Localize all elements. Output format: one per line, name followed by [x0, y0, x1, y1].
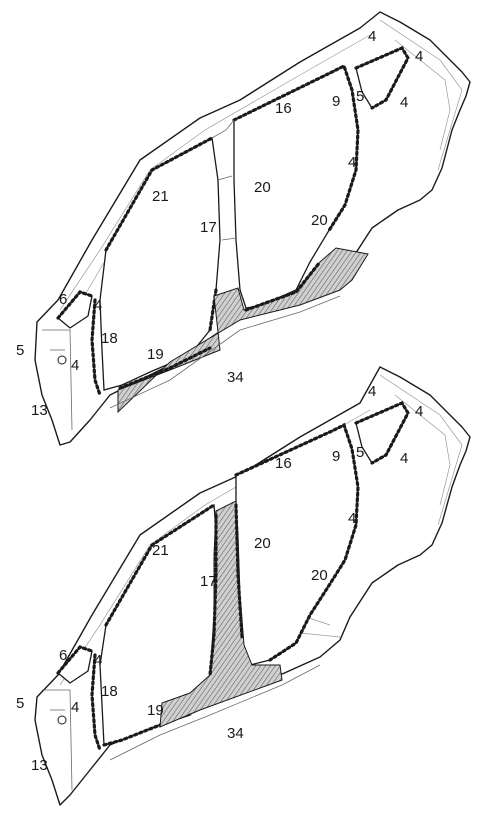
label-roof-rail: 16 [275, 100, 292, 117]
label-quarter-window-right: 5 [356, 88, 364, 105]
label-rocker: 34 [227, 369, 244, 386]
label-hinge-pillar: 18 [101, 330, 118, 347]
front-door-opening [99, 136, 221, 391]
label-c-pillar: 9 [332, 93, 340, 110]
label-front-door-top: 21 [152, 542, 169, 559]
label-b-pillar-rear: 20 [254, 535, 271, 552]
shaded-rocker-section [117, 247, 369, 414]
label-a-pillar-upper: 6 [59, 291, 67, 308]
label-roof-rear-a: 4 [368, 28, 376, 45]
label-c-pillar: 9 [332, 448, 340, 465]
label-a-pillar-mid: 4 [94, 297, 102, 314]
label-roof-rear-a: 4 [368, 383, 376, 400]
label-front-lower: 13 [31, 757, 48, 774]
label-rear-wheel-arch: 4 [348, 510, 356, 527]
label-rear-door-lower: 20 [311, 567, 328, 584]
label-roof-rail: 16 [275, 455, 292, 472]
label-roof-rear-b: 4 [415, 48, 423, 65]
label-front-rocker: 19 [147, 702, 164, 719]
label-front-lower: 13 [31, 402, 48, 419]
label-front-rocker: 19 [147, 346, 164, 363]
label-front-edge: 5 [16, 342, 24, 359]
label-quarter-window-top: 4 [400, 450, 408, 467]
label-front-door-top: 21 [152, 188, 169, 205]
label-b-pillar-front: 17 [200, 573, 217, 590]
label-a-pillar-mid: 4 [94, 652, 102, 669]
label-rear-wheel-arch: 4 [348, 154, 356, 171]
label-hinge-pillar: 18 [101, 683, 118, 700]
label-a-pillar-upper: 6 [59, 647, 67, 664]
label-b-pillar-front: 17 [200, 219, 217, 236]
label-hinge-pillar-lower: 4 [71, 699, 79, 716]
label-front-edge: 5 [16, 695, 24, 712]
label-quarter-window-top: 4 [400, 94, 408, 111]
label-rocker: 34 [227, 725, 244, 742]
label-roof-rear-b: 4 [415, 403, 423, 420]
label-quarter-window-right: 5 [356, 444, 364, 461]
label-b-pillar-rear: 20 [254, 179, 271, 196]
label-rear-door-lower: 20 [311, 212, 328, 229]
view-bottom: 4 4 4 5 9 16 4 20 20 21 17 6 4 18 4 19 3… [16, 366, 471, 806]
label-hinge-pillar-lower: 4 [71, 357, 79, 374]
view-top: 4 4 4 5 9 16 4 20 20 21 17 6 4 18 4 19 3… [16, 11, 471, 446]
